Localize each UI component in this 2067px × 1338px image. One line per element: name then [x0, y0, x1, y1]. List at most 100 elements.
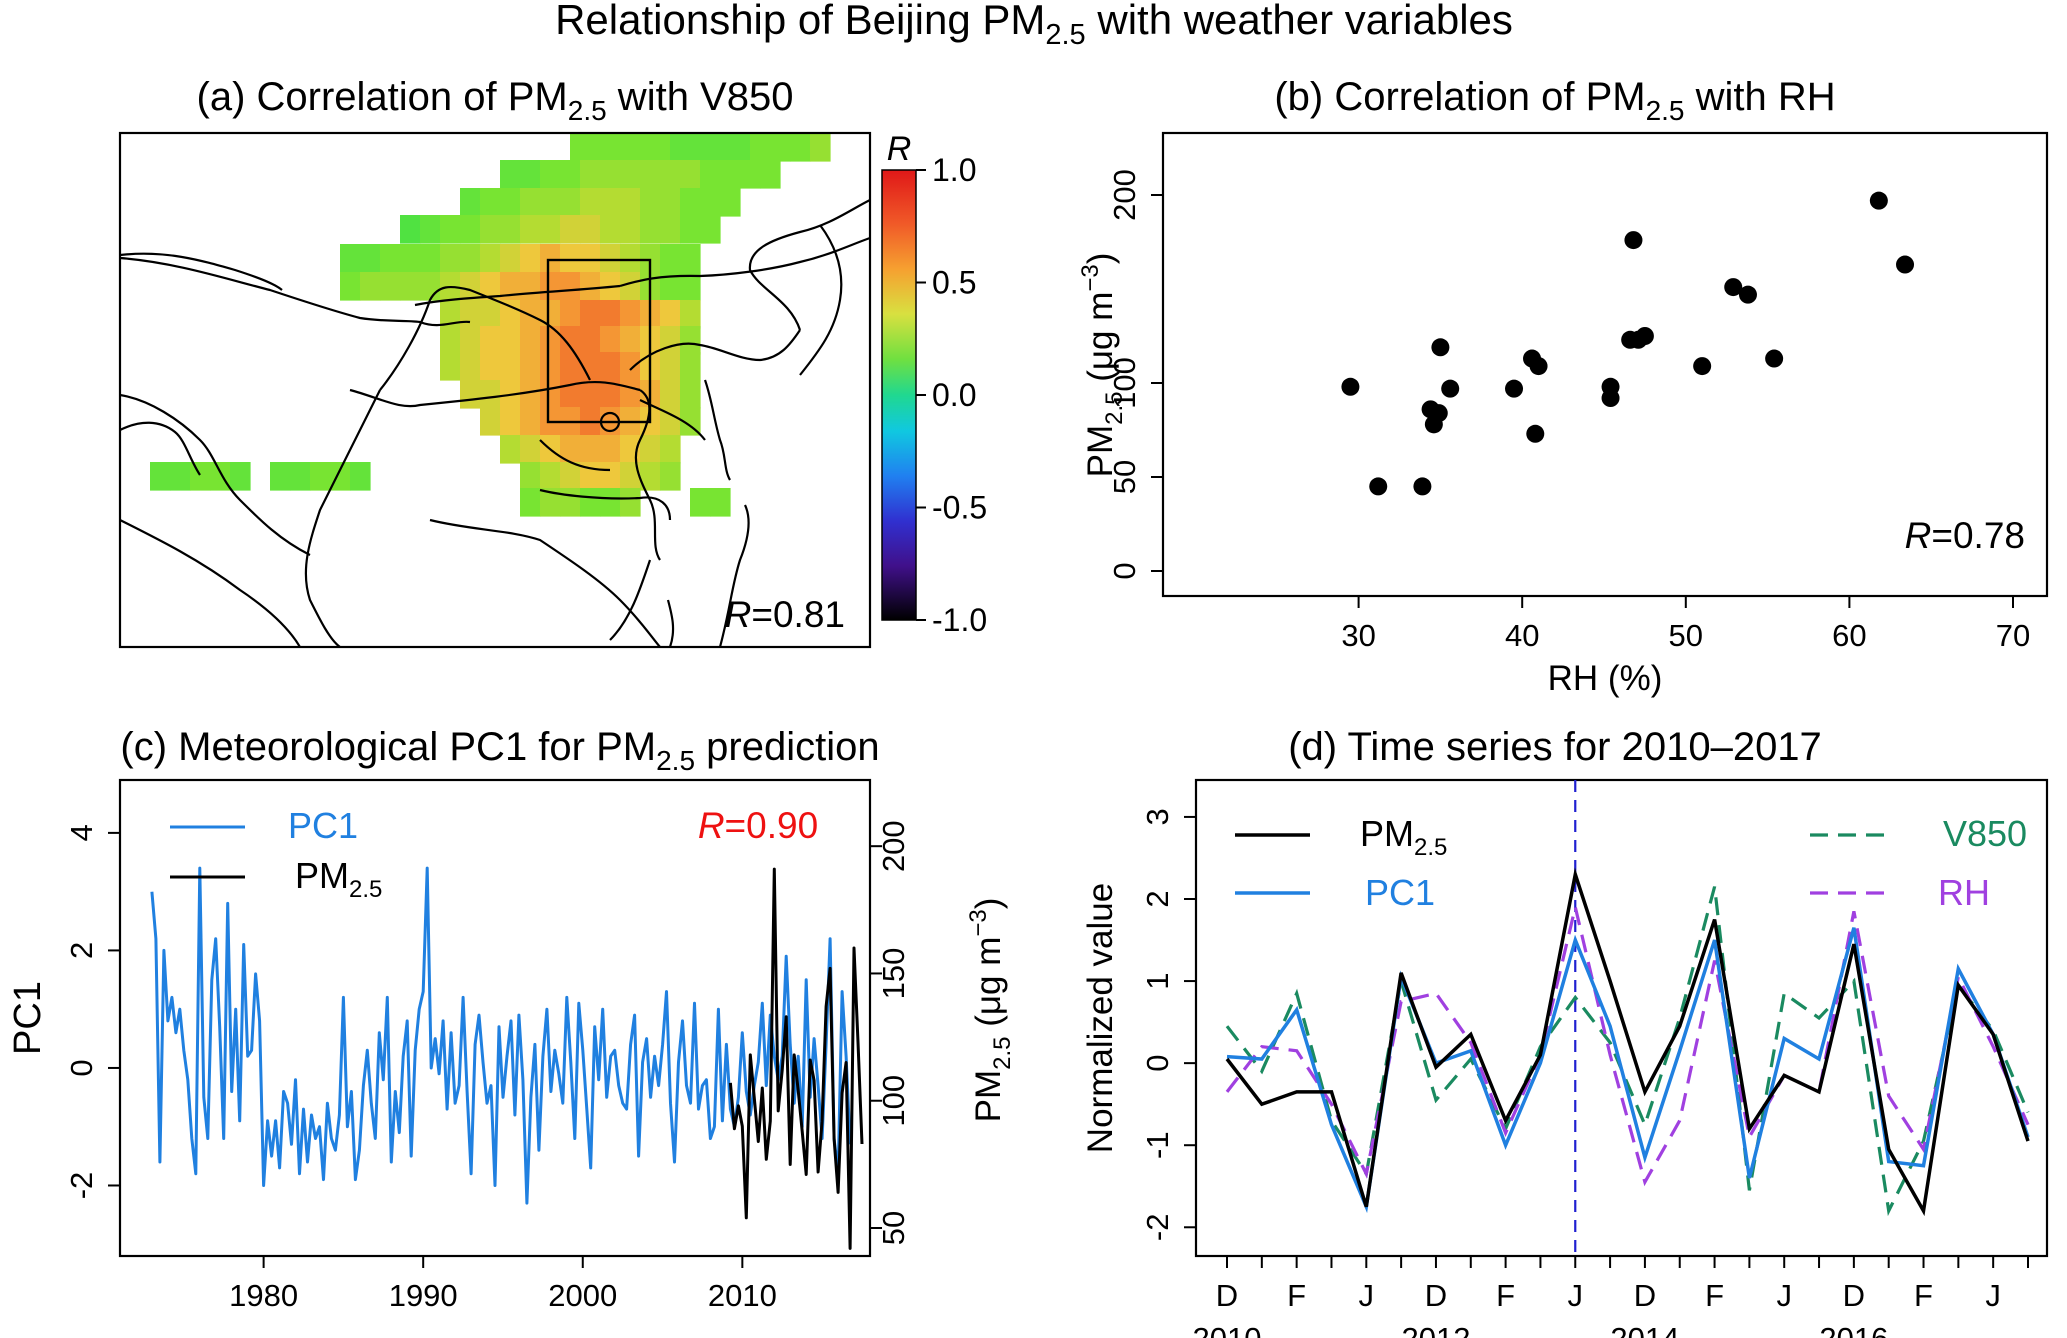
heatmap-cell — [460, 300, 481, 329]
x-tick-label: F — [1705, 1278, 1724, 1313]
heatmap-cell — [500, 160, 521, 189]
heatmap-cell — [560, 352, 581, 381]
heatmap-cell — [580, 244, 601, 273]
heatmap-cell — [720, 160, 741, 189]
heatmap-cell — [620, 352, 641, 381]
heatmap-cell — [500, 407, 521, 436]
heatmap-cells — [150, 133, 831, 517]
colorbar-tick-label: 1.0 — [932, 152, 976, 188]
heatmap-cell — [680, 188, 701, 217]
year-label: 2012 — [1401, 1321, 1470, 1338]
heatmap-cell — [620, 488, 641, 517]
heatmap-cell — [640, 435, 661, 464]
heatmap-cell — [440, 300, 461, 329]
heatmap-cell — [520, 160, 541, 189]
panel-d-axes: D F J D F J D F J D F J 2010 2012 2014 2016 -2 -1 0 1 2 3 — [1140, 808, 2029, 1338]
heatmap-cell — [600, 435, 621, 464]
heatmap-cell — [670, 133, 691, 162]
series-line-pc1 — [1226, 927, 2030, 1214]
heatmap-cell — [400, 215, 421, 244]
heatmap-cell — [680, 160, 701, 189]
heatmap-cell — [600, 244, 621, 273]
heatmap-cell — [660, 160, 681, 189]
heatmap-cell — [380, 272, 401, 301]
panel-c-axes: 1980 1990 2000 2010 -2 0 2 4 50 100 150 200 — [64, 820, 911, 1313]
heatmap-cell — [660, 435, 681, 464]
x-tick-label: 1990 — [389, 1278, 458, 1313]
heatmap-cell — [400, 272, 421, 301]
heatmap-cell — [520, 488, 541, 517]
heatmap-cell — [480, 188, 501, 217]
panel-d-ylabel: Normalized value — [1081, 883, 1120, 1153]
y-tick-label: 2 — [1140, 890, 1175, 907]
y-tick-label: 50 — [1107, 460, 1142, 494]
heatmap-cell — [710, 488, 731, 517]
heatmap-cell — [640, 462, 661, 491]
x-tick-label: 70 — [1996, 618, 2030, 653]
heatmap-cell — [680, 244, 701, 273]
heatmap-cell — [440, 326, 461, 355]
heatmap-cell — [690, 488, 711, 517]
heatmap-cell — [480, 326, 501, 355]
heatmap-cell — [560, 435, 581, 464]
heatmap-cell — [460, 352, 481, 381]
year-label: 2014 — [1610, 1321, 1679, 1338]
x-tick-label: J — [1568, 1278, 1584, 1313]
panel-a-r-annotation: R=0.81 — [725, 594, 845, 635]
heatmap-cell — [700, 188, 721, 217]
y-tick-label: 3 — [1140, 808, 1175, 825]
colorbar-tick-label: 0.0 — [932, 377, 976, 413]
heatmap-cell — [810, 133, 831, 162]
heatmap-cell — [440, 244, 461, 273]
heatmap-cell — [580, 300, 601, 329]
panel-d-frame — [1194, 778, 2049, 1258]
y-tick-label: 0 — [1107, 562, 1142, 579]
heatmap-cell — [760, 160, 781, 189]
y-tick-label: -2 — [1140, 1213, 1175, 1241]
heatmap-cell — [620, 160, 641, 189]
heatmap-cell — [570, 133, 591, 162]
heatmap-cell — [540, 188, 561, 217]
heatmap-cell — [660, 462, 681, 491]
heatmap-cell — [660, 244, 681, 273]
heatmap-cell — [350, 462, 371, 491]
scatter-point — [1429, 404, 1448, 423]
heatmap-cell — [540, 462, 561, 491]
panel-b-xlabel: RH (%) — [1548, 659, 1663, 698]
heatmap-cell — [620, 215, 641, 244]
region-box — [546, 258, 652, 424]
year-label: 2010 — [1193, 1321, 1262, 1338]
panel-a-frame — [118, 131, 872, 649]
panel-c-y2label: PM2.5 (μg m−3) — [965, 898, 1016, 1123]
heatmap-cell — [680, 380, 701, 409]
heatmap-cell — [520, 326, 541, 355]
heatmap-cell — [210, 462, 231, 491]
heatmap-cell — [600, 326, 621, 355]
heatmap-cell — [580, 488, 601, 517]
heatmap-cell — [460, 215, 481, 244]
x-tick-label: 50 — [1669, 618, 1703, 653]
series-line-rh — [1225, 906, 2030, 1187]
heatmap-cell — [680, 326, 701, 355]
heatmap-cell — [460, 380, 481, 409]
heatmap-cell — [690, 133, 711, 162]
heatmap-cell — [170, 462, 191, 491]
scatter-point — [1529, 357, 1548, 376]
heatmap-cell — [540, 215, 561, 244]
colorbar-label: R — [887, 130, 912, 168]
panel-b-axes: 30 40 50 60 70 0 50 100 200 — [1107, 169, 2030, 653]
panel-c-legend: PC1 PM2.5 — [170, 805, 382, 903]
heatmap-cell — [600, 352, 621, 381]
heatmap-cell — [500, 244, 521, 273]
x-tick-label: 40 — [1505, 618, 1539, 653]
heatmap-cell — [680, 300, 701, 329]
heatmap-cell — [460, 326, 481, 355]
scatter-point — [1369, 477, 1388, 496]
scatter-point — [1869, 191, 1888, 210]
heatmap-cell — [640, 244, 661, 273]
colorbar — [881, 169, 917, 621]
colorbar-tick-label: 0.5 — [932, 265, 976, 301]
heatmap-cell — [640, 188, 661, 217]
heatmap-cell — [580, 352, 601, 381]
heatmap-cell — [520, 188, 541, 217]
